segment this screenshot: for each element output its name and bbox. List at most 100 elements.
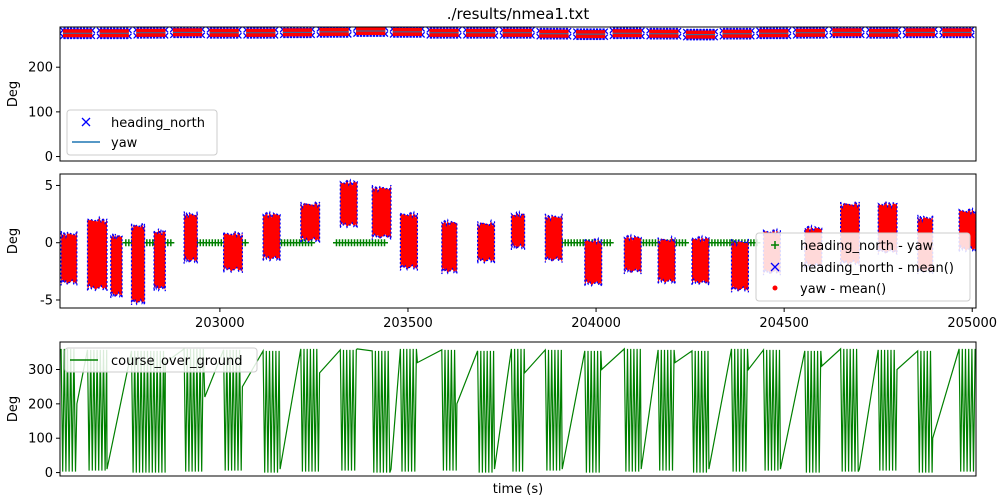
diff-marker [380,239,388,247]
heading-segment [133,27,169,39]
legend-course-over-ground: course_over_ground [111,354,242,369]
panel-3-xlabel: time (s) [493,482,543,497]
heading-segment [389,27,426,38]
deviation-cluster [223,229,243,274]
legend-x-marker-icon [770,262,780,272]
panel-1-ylabel: Deg [6,81,21,107]
heading-segment [865,27,902,39]
x-tick-label: 203500 [383,316,433,331]
heading-segment [536,27,572,40]
legend-heading-minus-mean: heading_north - mean() [800,261,954,276]
deviation-cluster-shape [691,233,710,286]
deviation-cluster [86,215,108,292]
y-tick-label: 0 [45,236,53,251]
legend-x-marker [770,262,780,272]
deviation-cluster-shape [441,217,458,275]
panel-3-legend: course_over_ground [64,347,258,373]
deviation-cluster-shape [223,229,243,274]
heading-segment [682,28,719,41]
heading-segment [756,27,792,40]
heading-segment [243,27,279,39]
x-tick-label: 204000 [571,316,621,331]
legend-yaw: yaw [111,136,138,151]
deviation-cluster [153,228,166,292]
panel-deviation: -505 203000 203500 204000 204500 205000 Deg … [6,173,997,331]
panel-2-legend: heading_north - yaw heading_north - mean… [755,232,971,302]
panel-1-legend: heading_north yaw [66,109,218,156]
legend-yaw-minus-mean: yaw - mean() [800,282,886,297]
deviation-cluster-shape [60,229,78,286]
deviation-cluster [399,209,418,271]
heading-segment [352,27,389,38]
y-tick-label: 0 [45,150,53,165]
legend-plus-marker [771,241,779,249]
deviation-cluster [510,209,526,251]
legend-plus-marker-icon [771,241,779,249]
y-tick-label: 200 [28,397,53,412]
x-tick-label: 204500 [759,316,809,331]
deviation-cluster-shape [130,220,146,306]
heading-segment [426,27,462,39]
deviation-cluster-shape [657,234,676,285]
y-tick-label: 200 [28,61,53,76]
heading-segment [169,27,206,39]
panel-2-ylabel: Deg [6,228,21,254]
y-tick-label: 300 [28,363,53,378]
deviation-cluster-shape [110,233,123,299]
heading-segment [829,27,865,39]
heading-segment [609,27,645,40]
heading-segment [719,27,755,40]
heading-segment [316,27,352,38]
deviation-cluster-shape [730,237,749,293]
heading-segment [792,27,829,39]
heading-segment [572,28,609,41]
deviation-cluster-shape [544,212,563,263]
heading-segment [96,27,132,40]
heading-segment [462,27,499,39]
heading-segment [60,27,96,40]
deviation-cluster [544,212,563,263]
deviation-cluster [371,184,392,240]
deviation-cluster-shape [584,235,603,287]
deviation-cluster-shape [339,177,358,229]
diff-segment [332,239,388,247]
deviation-cluster [623,232,642,275]
deviation-cluster [691,233,710,286]
heading-segment [279,27,316,39]
y-tick-label: 5 [45,179,53,194]
deviation-cluster [130,220,146,306]
legend-heading-north: heading_north [111,116,205,131]
diff-marker [606,239,614,247]
deviation-cluster-shape [153,228,166,292]
deviation-cluster [300,199,321,244]
diff-marker [681,239,689,247]
legend-x-marker-icon [81,117,91,127]
deviation-cluster [730,237,749,293]
deviation-cluster [339,177,358,229]
deviation-cluster-shape [477,218,496,264]
deviation-cluster [477,218,496,264]
y-tick-label: -5 [40,293,53,308]
panel-1-frame [59,26,977,162]
x-tick-label: 203000 [195,316,245,331]
y-tick-label: 0 [45,466,53,481]
deviation-cluster-shape [86,215,108,292]
diff-marker [167,239,175,247]
heading-segment [206,27,242,39]
heading-segment [902,27,939,39]
deviation-cluster-shape [183,209,198,265]
deviation-cluster-shape [399,209,418,271]
deviation-cluster [657,234,676,285]
figure-title: ./results/nmea1.txt [447,5,590,23]
deviation-cluster-shape [300,199,321,244]
deviation-cluster [441,217,458,275]
deviation-cluster [183,209,198,265]
panel-2-frame [59,173,977,309]
y-tick-label: 100 [28,105,53,120]
diff-marker [241,239,249,247]
deviation-cluster-shape [262,209,281,262]
deviation-cluster-shape [623,232,642,275]
deviation-cluster-shape [510,209,526,251]
deviation-cluster [110,233,123,299]
heading-segment [939,27,975,39]
